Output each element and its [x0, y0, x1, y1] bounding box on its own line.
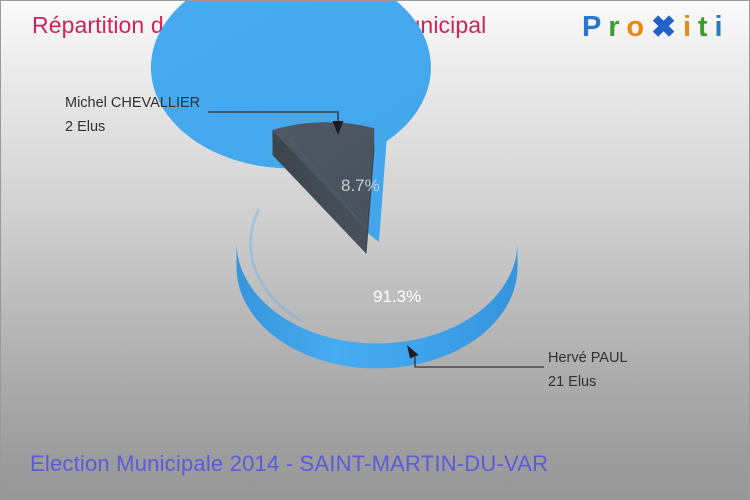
- callout-paul-name: Hervé PAUL: [548, 350, 628, 366]
- chart-caption: Election Municipale 2014 - SAINT-MARTIN-…: [30, 451, 549, 476]
- callout-chevallier-seats: 2 Elus: [65, 119, 106, 135]
- proxiti-logo[interactable]: P r o ✖ i t i: [582, 11, 723, 44]
- slice-chevallier[interactable]: [272, 122, 375, 230]
- leader-line-chevallier: [208, 111, 344, 135]
- callout-chevallier: Michel CHEVALLIER 2 Elus: [65, 91, 200, 139]
- logo-letter-i1: i: [682, 11, 691, 43]
- callout-paul-seats: 21 Elus: [548, 374, 597, 390]
- logo-letter-r: r: [608, 11, 619, 43]
- leader-line-paul: [407, 345, 544, 368]
- logo-letter-i2: i: [714, 11, 722, 43]
- callout-paul: Hervé PAUL 21 Elus: [548, 346, 628, 394]
- logo-letter-t: t: [697, 11, 708, 43]
- callout-chevallier-name: Michel CHEVALLIER: [65, 95, 201, 111]
- logo-x-icon: ✖: [650, 11, 676, 44]
- slice-label-paul-percent: 91.3%: [373, 287, 422, 306]
- slice-chevallier-3d-side: [272, 128, 375, 254]
- slice-paul-3d-side: [236, 242, 518, 369]
- logo-letter-o: o: [626, 11, 644, 43]
- logo-letter-p: P: [582, 11, 601, 43]
- slice-label-chevallier-percent: 8.7%: [341, 176, 380, 195]
